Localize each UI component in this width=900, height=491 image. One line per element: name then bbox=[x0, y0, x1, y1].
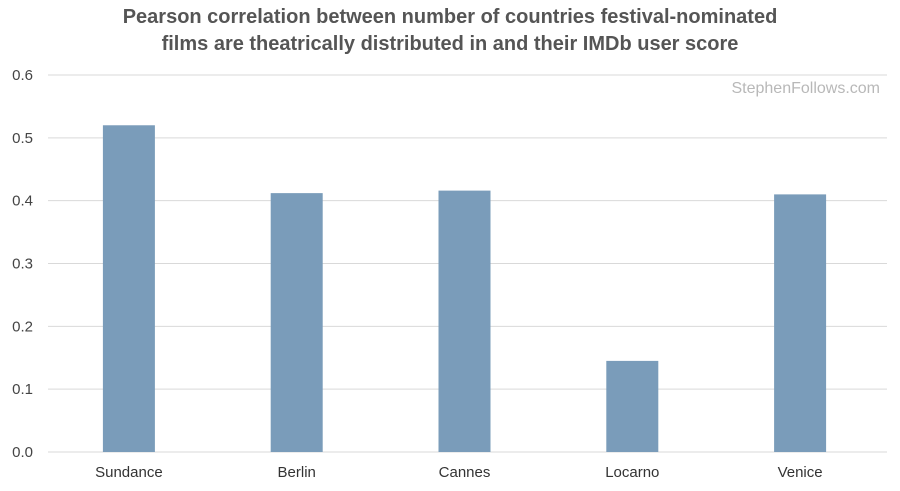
y-tick-label: 0.6 bbox=[12, 67, 33, 84]
watermark: StephenFollows.com bbox=[731, 80, 880, 97]
chart-title: Pearson correlation between number of co… bbox=[0, 4, 900, 58]
bar-berlin bbox=[270, 193, 323, 453]
chart-title-line-2: films are theatrically distributed in an… bbox=[161, 33, 739, 55]
bar-venice bbox=[774, 194, 827, 452]
bar-locarno bbox=[606, 360, 659, 452]
bar-sundance bbox=[102, 125, 155, 453]
y-tick-label: 0.0 bbox=[12, 444, 33, 461]
y-tick-label: 0.1 bbox=[12, 381, 33, 398]
y-tick-label: 0.5 bbox=[12, 130, 33, 147]
bar-cannes bbox=[438, 190, 491, 452]
x-tick-label: Sundance bbox=[95, 464, 163, 481]
x-tick-label: Berlin bbox=[278, 464, 316, 481]
x-tick-label: Venice bbox=[778, 464, 823, 481]
x-tick-label: Cannes bbox=[439, 464, 491, 481]
chart-title-line-1: Pearson correlation between number of co… bbox=[122, 6, 778, 28]
y-tick-label: 0.2 bbox=[12, 318, 33, 335]
x-tick-label: Locarno bbox=[605, 464, 659, 481]
y-tick-label: 0.3 bbox=[12, 256, 33, 273]
y-tick-label: 0.4 bbox=[12, 193, 33, 210]
